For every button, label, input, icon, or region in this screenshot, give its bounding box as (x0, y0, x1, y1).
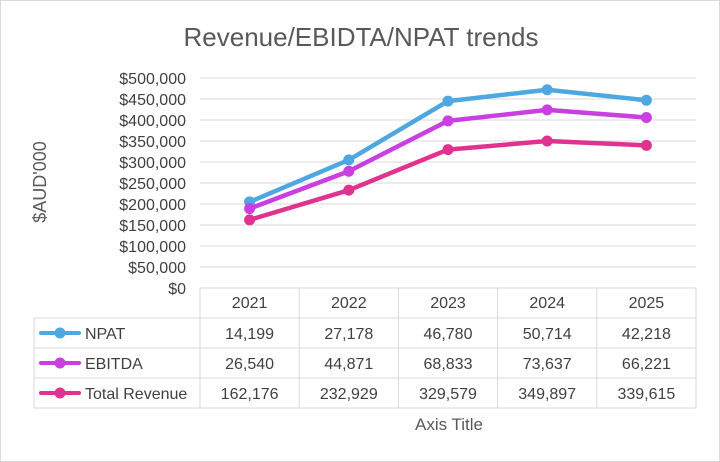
category-label: 2023 (430, 295, 466, 312)
table-value: 46,780 (424, 326, 473, 343)
data-point (640, 139, 652, 151)
data-point (541, 84, 553, 96)
table-value: 42,218 (622, 326, 671, 343)
y-tick-label: $250,000 (119, 176, 186, 193)
gridlines (200, 77, 696, 289)
table-value: 14,199 (225, 326, 274, 343)
table-value: 232,929 (320, 386, 378, 403)
table-value: 73,637 (523, 356, 572, 373)
data-point (343, 165, 355, 177)
data-point (442, 144, 454, 156)
legend-label: Total Revenue (85, 386, 187, 403)
data-point (541, 104, 553, 116)
y-tick-label: $450,000 (119, 92, 186, 109)
y-tick-labels: $0 $50,000 $100,000 $150,000 $200,000 $250,00… (119, 71, 186, 298)
x-axis-title: Axis Title (415, 415, 483, 434)
y-tick-label: $50,000 (128, 260, 186, 277)
y-tick-label: $400,000 (119, 113, 186, 130)
legend-label: NPAT (85, 326, 126, 343)
legend-marker (54, 327, 66, 339)
y-tick-label: $100,000 (119, 239, 186, 256)
data-point (640, 111, 652, 123)
table-value: 26,540 (225, 356, 274, 373)
legend-label: EBITDA (85, 356, 143, 373)
series-lines (244, 84, 652, 226)
data-point (640, 94, 652, 106)
y-tick-label: $500,000 (119, 71, 186, 88)
data-point (442, 95, 454, 107)
data-point (442, 115, 454, 127)
y-tick-label: $150,000 (119, 218, 186, 235)
category-label: 2025 (629, 295, 665, 312)
legend-marker (54, 387, 66, 399)
table-value: 44,871 (324, 356, 373, 373)
data-point (244, 214, 256, 226)
table-value: 50,714 (523, 326, 572, 343)
data-point (343, 184, 355, 196)
data-point (343, 154, 355, 166)
y-tick-label: $300,000 (119, 155, 186, 172)
table-value: 349,897 (518, 386, 576, 403)
y-tick-label: $200,000 (119, 197, 186, 214)
table-value: 162,176 (221, 386, 279, 403)
y-tick-label: $0 (168, 281, 186, 298)
table-value: 329,579 (419, 386, 477, 403)
data-table: 2021 2022 2023 2024 2025 NPAT 14,199 27,178 46,7… (33, 288, 697, 409)
chart-title: Revenue/EBIDTA/NPAT trends (184, 22, 539, 52)
table-value: 66,221 (622, 356, 671, 373)
legend-marker (54, 357, 66, 369)
category-label: 2022 (331, 295, 367, 312)
data-point (541, 135, 553, 147)
y-tick-label: $350,000 (119, 134, 186, 151)
table-value: 27,178 (324, 326, 373, 343)
y-axis-title: $AUD'000 (30, 141, 50, 222)
category-label: 2024 (529, 295, 565, 312)
data-point (244, 203, 256, 215)
table-value: 68,833 (424, 356, 473, 373)
category-label: 2021 (232, 295, 268, 312)
table-value: 339,615 (617, 386, 675, 403)
